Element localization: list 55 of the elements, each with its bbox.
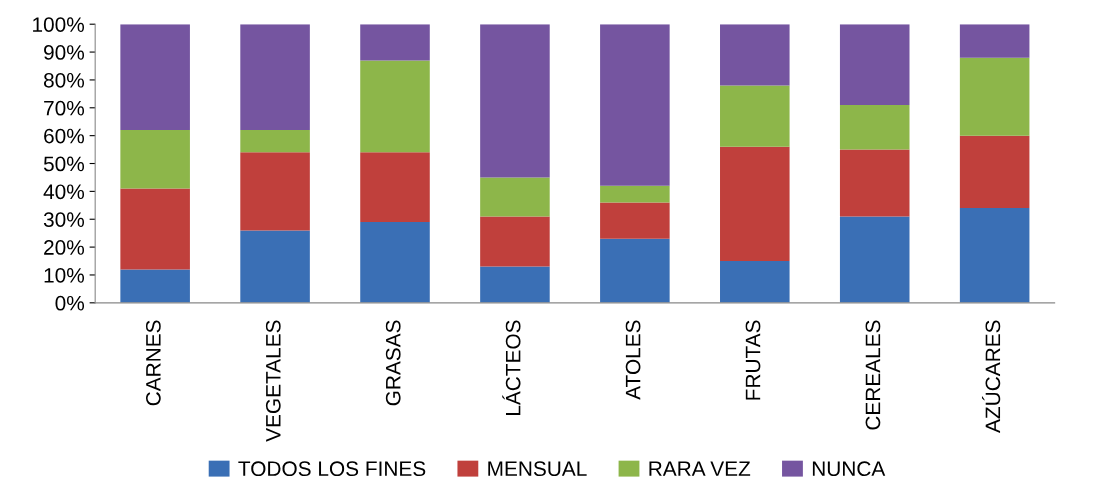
x-tick-label: GRASAS — [385, 320, 401, 406]
x-tick-label: ATOLES — [625, 320, 641, 400]
y-tick-label: 30% — [43, 212, 85, 227]
bar — [240, 230, 310, 303]
bar — [240, 130, 310, 153]
bar — [839, 105, 910, 150]
bar — [720, 146, 790, 262]
bar — [839, 24, 910, 105]
bar — [360, 152, 430, 223]
bar — [600, 202, 670, 239]
bar — [360, 24, 430, 61]
bar — [240, 152, 310, 231]
x-tick-label: CARNES — [145, 320, 161, 406]
y-tick-label: 100% — [33, 17, 85, 32]
y-tick-label: 60% — [44, 128, 85, 144]
bar — [600, 24, 670, 186]
bar — [480, 24, 550, 178]
y-tick-label: 40% — [43, 184, 85, 200]
bar — [959, 24, 1030, 58]
bar — [480, 177, 550, 217]
bar — [480, 216, 550, 267]
x-tick-label: AZÚCARES — [981, 320, 1001, 433]
bar — [720, 261, 790, 303]
x-tick-label: LÁCTEOS — [502, 320, 521, 416]
bar — [959, 135, 1030, 209]
y-tick-label: 50% — [43, 156, 85, 172]
bar — [120, 130, 190, 189]
y-tick-label: 20% — [44, 240, 85, 255]
bar — [959, 208, 1030, 303]
bar — [600, 185, 670, 203]
bar — [720, 24, 790, 86]
y-tick-label: 10% — [44, 267, 85, 283]
bar — [959, 57, 1030, 136]
bar — [360, 60, 430, 153]
x-tick-label: FRUTAS — [745, 320, 761, 400]
bar — [839, 216, 910, 303]
bar — [839, 149, 910, 217]
x-tick-label: VEGETALES — [265, 320, 281, 442]
bar — [360, 222, 430, 303]
bar — [480, 266, 550, 303]
bar — [120, 269, 190, 303]
bar — [600, 238, 670, 303]
bar — [240, 24, 310, 131]
legend-label: NUNCA — [812, 461, 886, 477]
legend-label: TODOS LOS FINES — [238, 461, 426, 477]
y-tick-label: 0% — [55, 295, 85, 311]
bar — [120, 24, 190, 131]
bar — [120, 188, 190, 270]
legend-label: MENSUAL — [488, 461, 587, 477]
y-tick-label: 70% — [44, 100, 85, 116]
y-tick-label: 80% — [43, 72, 85, 88]
x-tick-label: CEREALES — [865, 320, 881, 430]
y-tick-label: 90% — [44, 45, 85, 60]
legend-label: RARA VEZ — [649, 461, 751, 476]
bar — [720, 85, 790, 147]
